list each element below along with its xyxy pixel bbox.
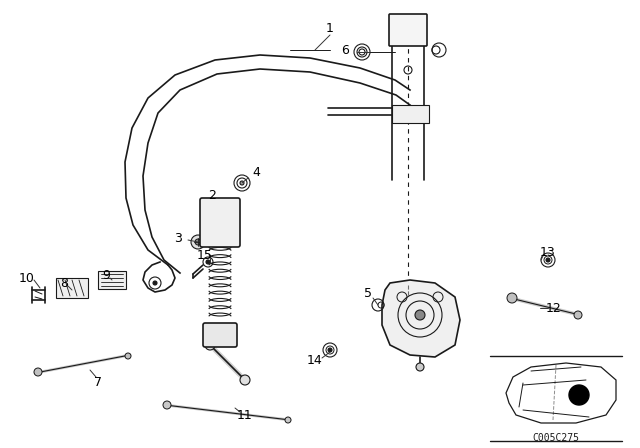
Text: 1: 1 — [326, 22, 334, 34]
Text: 2: 2 — [208, 189, 216, 202]
Text: 12: 12 — [546, 302, 562, 314]
Circle shape — [416, 363, 424, 371]
FancyBboxPatch shape — [392, 105, 429, 123]
Text: 5: 5 — [364, 287, 372, 300]
Circle shape — [574, 311, 582, 319]
Text: 3: 3 — [174, 232, 182, 245]
Text: 13: 13 — [540, 246, 556, 258]
Text: 15: 15 — [197, 249, 213, 262]
Circle shape — [546, 258, 550, 262]
Bar — [56, 278, 88, 298]
FancyBboxPatch shape — [389, 14, 427, 46]
Text: 4: 4 — [252, 165, 260, 178]
Text: 10: 10 — [19, 271, 35, 284]
Text: 14: 14 — [307, 353, 323, 366]
Text: 8: 8 — [60, 276, 68, 289]
Text: 9: 9 — [102, 268, 110, 281]
Text: C005C275: C005C275 — [532, 433, 579, 443]
Circle shape — [328, 348, 332, 352]
Circle shape — [240, 181, 244, 185]
Text: 11: 11 — [237, 409, 253, 422]
Circle shape — [206, 260, 210, 264]
Text: 7: 7 — [94, 375, 102, 388]
Circle shape — [285, 417, 291, 423]
Bar — [98, 271, 126, 289]
FancyBboxPatch shape — [200, 198, 240, 247]
FancyBboxPatch shape — [203, 323, 237, 347]
Circle shape — [507, 293, 517, 303]
Circle shape — [191, 235, 205, 249]
Circle shape — [205, 340, 215, 350]
Circle shape — [153, 281, 157, 285]
Circle shape — [240, 375, 250, 385]
Circle shape — [163, 401, 171, 409]
Circle shape — [195, 239, 201, 245]
Circle shape — [569, 385, 589, 405]
Circle shape — [415, 310, 425, 320]
Text: 6: 6 — [341, 43, 349, 56]
Circle shape — [125, 353, 131, 359]
Circle shape — [34, 368, 42, 376]
Polygon shape — [382, 280, 460, 357]
